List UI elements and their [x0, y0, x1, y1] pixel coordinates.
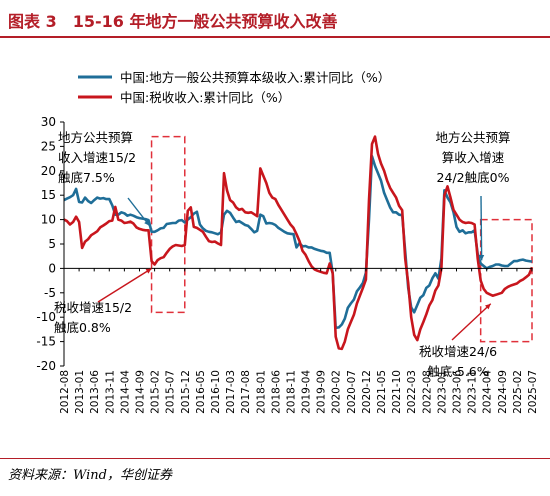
y-tick-label: -10 [36, 310, 56, 324]
x-tick-label: 2018-06 [270, 370, 282, 414]
y-tick-label: 5 [48, 237, 56, 251]
fiscal-revenue-line [63, 154, 533, 330]
x-tick-label: 2014-04 [119, 370, 131, 414]
chart-annotations: 地方公共预算收入增速15/2 触底7.5%税收增速15/2 触底0.8%地方公共预算… [54, 130, 511, 379]
x-tick-label: 2014-09 [134, 370, 146, 414]
x-tick-label: 2025-07 [527, 370, 539, 414]
arrow-fiscal-2015-head [144, 219, 150, 226]
annotation-fiscal-2015-line: 触底7.5% [58, 170, 115, 185]
x-tick-label: 2015-02 [150, 370, 162, 414]
highlight-boxes [150, 135, 533, 343]
x-tick-label: 2013-01 [74, 370, 86, 414]
arrow-fiscal-2015 [127, 197, 151, 227]
x-tick-label: 2022-03 [406, 370, 418, 414]
tax-revenue-line [63, 135, 534, 351]
x-tick-label: 2020-12 [361, 370, 373, 414]
arrow-tax-2015-head [145, 268, 152, 274]
figure-title: 图表 3 15-16 年地方一般公共预算收入改善 [8, 12, 338, 31]
x-tick-label: 2025-02 [512, 370, 524, 414]
chart-legend: 中国:地方一般公共预算本级收入:累计同比（%） 中国:税收收入:累计同比（%） [78, 70, 390, 105]
x-tick-label: 2021-10 [391, 370, 403, 414]
x-tick-label: 2024-09 [497, 370, 509, 414]
annotation-fiscal-2024: 地方公共预算算收入增速 24/2触底0% [435, 130, 510, 185]
x-tick-label: 2015-12 [180, 370, 192, 414]
annotation-tax-2015-line: 触底0.8% [54, 320, 111, 335]
x-tick-label: 2016-10 [210, 370, 222, 414]
x-tick-label: 2024-04 [482, 370, 494, 414]
y-tick-label: 30 [41, 115, 56, 129]
figure-header: 图表 3 15-16 年地方一般公共预算收入改善 [0, 0, 550, 40]
y-tick-label: 25 [41, 139, 56, 153]
annotation-fiscal-2015: 地方公共预算收入增速15/2 触底7.5% [58, 130, 136, 185]
annotation-fiscal-2015-line: 地方公共预算 [58, 130, 133, 145]
header-divider [0, 36, 550, 38]
x-tick-label: 2018-11 [285, 370, 297, 414]
x-tick-label: 2015-07 [165, 370, 177, 414]
annotation-tax-2015: 税收增速15/2 触底0.8% [54, 300, 132, 335]
annotation-tax-2024-line: 触底-5.6% [427, 364, 488, 379]
x-tick-label: 2017-08 [240, 370, 252, 414]
x-tick-label: 2013-11 [104, 370, 116, 414]
legend-label-fiscal: 中国:地方一般公共预算本级收入:累计同比（%） [120, 70, 390, 85]
arrow-tax-2024-head [485, 303, 491, 310]
annotation-tax-2024: 税收增速24/6 触底-5.6% [419, 344, 497, 379]
x-tick-label: 2013-06 [89, 370, 101, 414]
y-tick-label: -20 [36, 359, 56, 373]
annotation-fiscal-2024-line: 24/2触底0% [437, 170, 510, 185]
arrow-tax-2024 [451, 303, 492, 341]
arrow-tax-2015 [97, 267, 152, 303]
x-tick-label: 2012-08 [59, 370, 71, 414]
annotation-fiscal-2015-line: 收入增速15/2 [58, 150, 136, 165]
x-tick-label: 2023-11 [467, 370, 479, 414]
annotation-tax-2015-line: 税收增速15/2 [54, 300, 132, 315]
annotation-tax-2024-line: 税收增速24/6 [419, 344, 497, 359]
x-tick-label: 2022-08 [421, 370, 433, 414]
y-tick-label: 20 [41, 164, 56, 178]
x-tick-label: 2019-09 [316, 370, 328, 414]
legend-label-tax: 中国:税收收入:累计同比（%） [120, 90, 290, 105]
y-tick-label: -5 [44, 286, 56, 300]
chart-series [63, 135, 534, 351]
x-tick-label: 2017-03 [225, 370, 237, 414]
y-tick-label: 10 [41, 213, 56, 227]
x-tick-label: 2020-07 [346, 370, 358, 414]
x-tick-label: 2018-01 [255, 370, 267, 414]
x-tick-label: 2019-04 [301, 370, 313, 414]
annotation-fiscal-2024-line: 算收入增速 [442, 150, 505, 165]
x-tick-label: 2021-05 [376, 370, 388, 414]
x-tick-label: 2016-05 [195, 370, 207, 414]
y-tick-label: 15 [41, 188, 56, 202]
arrow-fiscal-2024 [480, 195, 483, 261]
footer-divider [0, 458, 550, 459]
x-tick-label: 2023-01 [436, 370, 448, 414]
highlight-box-2024 [479, 218, 533, 343]
annotation-fiscal-2024-line: 地方公共预算 [435, 130, 510, 145]
y-tick-label: -15 [36, 335, 56, 349]
source-note: 资料来源：Wind，华创证券 [8, 468, 172, 483]
x-tick-label: 2023-06 [452, 370, 464, 414]
y-tick-label: 0 [48, 261, 56, 275]
highlight-box-2015 [150, 135, 186, 314]
x-tick-label: 2020-02 [331, 370, 343, 414]
arrow-fiscal-2024-head [479, 254, 485, 261]
